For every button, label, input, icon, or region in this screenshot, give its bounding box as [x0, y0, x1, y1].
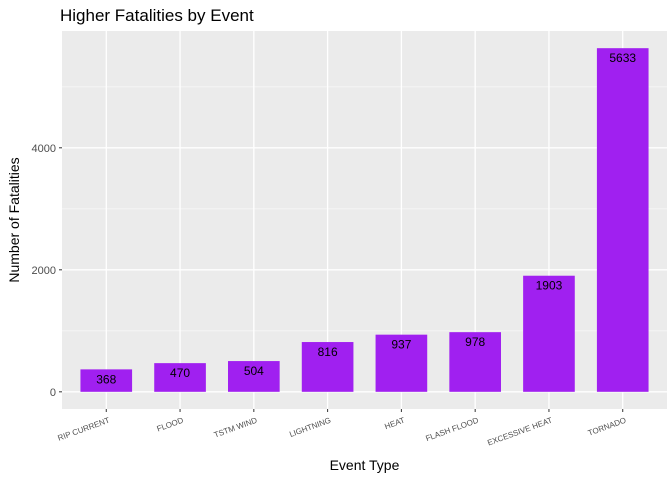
x-tick-label: LIGHTNING — [288, 416, 332, 439]
bar — [375, 334, 428, 392]
x-axis: RIP CURRENT FLOOD TSTM WIND LIGHTNING HEAT FL… — [57, 409, 628, 448]
bar — [449, 332, 501, 392]
bars — [80, 48, 649, 392]
x-tick-label: FLASH FLOOD — [424, 416, 480, 444]
bar — [301, 342, 354, 392]
plot-panel — [62, 31, 667, 409]
y-tick-label: 4000 — [32, 143, 56, 155]
bar-value-label: 1903 — [536, 279, 563, 293]
chart-title: Higher Fatalities by Event — [60, 6, 254, 25]
x-tick-label: EXCESSIVE HEAT — [486, 416, 553, 448]
y-axis-title: Number of Fatalities — [6, 157, 22, 282]
bar-value-label: 368 — [96, 372, 116, 386]
bar-value-label: 470 — [170, 366, 190, 380]
x-axis-title: Event Type — [330, 457, 400, 473]
x-tick-label: RIP CURRENT — [57, 416, 111, 443]
x-tick-label: HEAT — [383, 416, 406, 432]
y-tick-label: 0 — [50, 387, 56, 399]
bar — [154, 363, 206, 392]
bar-value-labels: 368 470 504 816 937 978 1903 5633 — [96, 51, 636, 386]
bar — [523, 275, 575, 392]
x-tick-label: FLOOD — [156, 416, 185, 434]
bar-value-label: 504 — [244, 364, 264, 378]
x-tick-label: TSTM WIND — [213, 416, 259, 440]
bar-value-label: 816 — [318, 345, 338, 359]
x-tick-label: TORNADO — [587, 416, 628, 438]
bar — [80, 369, 133, 392]
bar-value-label: 5633 — [609, 51, 636, 65]
y-axis: 0 2000 4000 — [32, 143, 62, 399]
y-tick-label: 2000 — [32, 265, 56, 277]
bar — [228, 361, 280, 392]
bar — [596, 48, 649, 392]
bar-value-label: 978 — [465, 335, 485, 349]
bar-value-label: 937 — [391, 338, 411, 352]
